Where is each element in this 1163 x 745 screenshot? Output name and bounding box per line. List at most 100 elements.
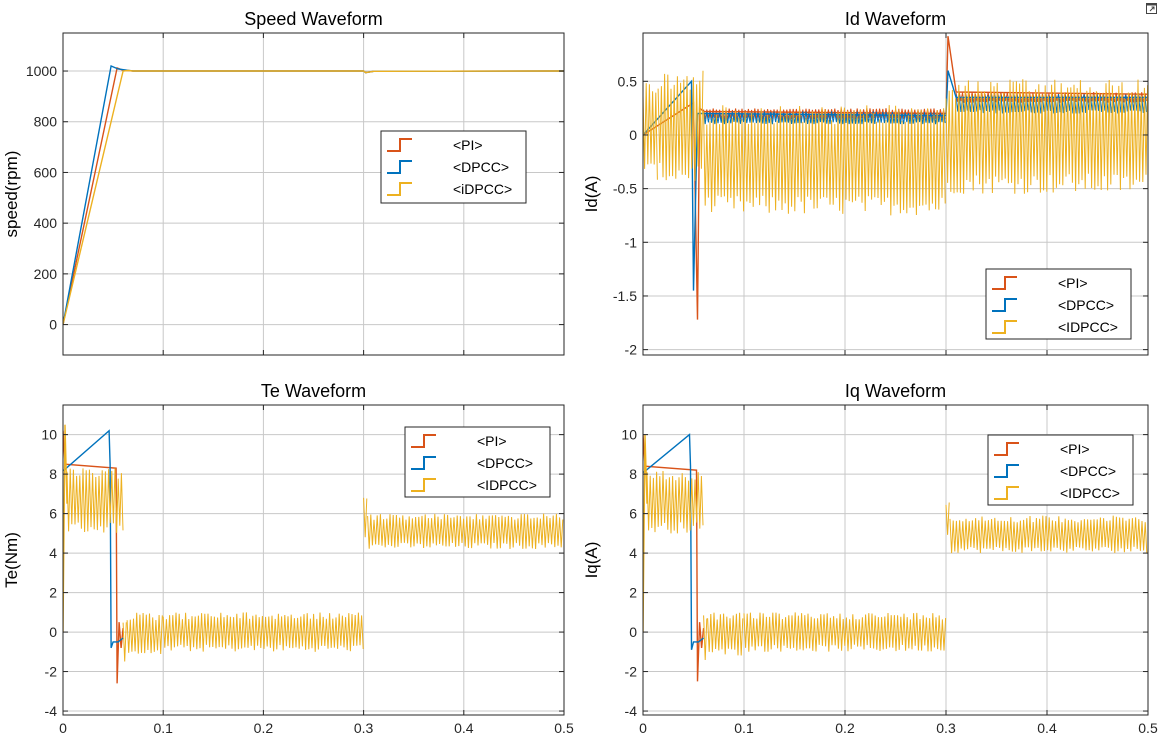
undock-icon[interactable]: [1146, 2, 1158, 14]
y-tick-label: 1000: [26, 63, 57, 79]
legend-label: <PI>: [1060, 441, 1090, 457]
series-dpcc: [63, 429, 124, 649]
legend-label: <DPCC>: [477, 455, 533, 471]
legend-swatch-dpcc: [992, 298, 1017, 312]
axes-box: [642, 32, 1149, 356]
y-tick-label: 4: [49, 545, 57, 561]
y-tick-label: 6: [49, 506, 57, 522]
legend-label: <DPCC>: [453, 159, 509, 175]
series-band: [945, 502, 950, 535]
series-line: [63, 424, 68, 633]
series-group: [643, 433, 1148, 682]
x-tick-label: 0.4: [454, 720, 474, 736]
y-tick-label: -4: [45, 703, 58, 719]
series-line: [63, 69, 564, 325]
y-axis-label: Iq(A): [582, 542, 601, 579]
y-tick-label: 0: [629, 127, 637, 143]
chart-title: Te Waveform: [261, 381, 366, 401]
y-tick-label: -1.5: [613, 288, 637, 304]
y-tick-label: -1: [625, 234, 638, 250]
x-tick-label: 0: [639, 720, 647, 736]
series-idpcc: [63, 69, 564, 325]
series-band: [646, 470, 704, 534]
legend-box: [380, 130, 527, 204]
y-tick-label: -2: [625, 342, 638, 358]
legend-box: [987, 434, 1134, 506]
series-band: [122, 622, 127, 662]
series-group: [63, 424, 564, 684]
y-tick-label: 200: [34, 266, 58, 282]
y-tick-label: 8: [629, 466, 637, 482]
y-tick-label: 0: [49, 317, 57, 333]
legend-label: <IDPCC>: [1058, 319, 1118, 335]
x-tick-label: 0.5: [1138, 720, 1158, 736]
x-tick-label: 0.1: [153, 720, 173, 736]
series-idpcc: [63, 424, 564, 662]
legend-label: <PI>: [453, 137, 483, 153]
legend-label: <DPCC>: [1060, 463, 1116, 479]
x-tick-label: 0.3: [936, 720, 956, 736]
series-band: [703, 105, 946, 216]
legend-label: <DPCC>: [1058, 297, 1114, 313]
y-axis-label: speed(rpm): [2, 151, 21, 238]
series-group: [643, 36, 1148, 320]
legend-swatch-idpcc: [992, 320, 1017, 334]
y-tick-label: -2: [45, 664, 58, 680]
chart-iq: 0 0.1 0.2 0.3 0.4 0.5 -4 -2 0 2 4 6 8 10 Iq Waveform Iq…: [582, 381, 1158, 736]
series-band: [363, 497, 368, 538]
y-tick-label: -2: [625, 664, 638, 680]
x-tick-label: 0: [59, 720, 67, 736]
series-band: [949, 515, 1148, 554]
legend-swatch-pi: [994, 442, 1019, 456]
x-tick-label: 0.5: [554, 720, 574, 736]
legend: <PI> <DPCC> <iDPCC>: [380, 130, 527, 204]
axes-box: [642, 404, 1149, 716]
legend-swatch-pi: [411, 434, 436, 448]
legend-swatch-idpcc: [994, 486, 1019, 500]
legend-label: <iDPCC>: [453, 181, 512, 197]
legend-swatch-dpcc: [387, 160, 412, 174]
y-tick-label: -4: [625, 703, 638, 719]
x-tick-label: 0.4: [1037, 720, 1057, 736]
y-tick-label: 6: [629, 506, 637, 522]
legend-swatch-pi: [992, 276, 1017, 290]
x-tick-label: 0.2: [254, 720, 274, 736]
y-axis-label: Id(A): [582, 176, 601, 213]
series-band: [707, 612, 744, 656]
series-band: [162, 612, 364, 652]
legend: <PI> <DPCC> <IDPCC>: [404, 426, 551, 498]
x-tick-label: 0.2: [835, 720, 855, 736]
chart-title: Speed Waveform: [244, 9, 382, 29]
chart-title: Iq Waveform: [845, 381, 946, 401]
y-tick-label: 10: [621, 427, 637, 443]
legend-label: <PI>: [1058, 275, 1088, 291]
series-band: [743, 612, 947, 652]
y-tick-label: -0.5: [613, 181, 637, 197]
legend-label: <IDPCC>: [477, 477, 537, 493]
x-tick-label: 0.1: [734, 720, 754, 736]
legend-label: <PI>: [477, 433, 507, 449]
series-band: [66, 468, 124, 533]
legend: <PI> <DPCC> <IDPCC>: [987, 434, 1134, 506]
series-line: [63, 429, 124, 649]
legend-swatch-dpcc: [411, 456, 436, 470]
axes-box: [62, 32, 565, 356]
y-tick-label: 0: [49, 624, 57, 640]
x-tick-label: 0.3: [354, 720, 374, 736]
series-band: [703, 111, 946, 125]
series-band: [703, 615, 708, 661]
y-tick-label: 0.5: [618, 73, 638, 89]
series-band: [643, 83, 658, 180]
legend-swatch-pi: [387, 138, 412, 152]
legend-box: [985, 268, 1132, 340]
chart-id: -2 -1.5 -1 -0.5 0 0.5 Id Waveform Id(A) <PI> <DPC…: [582, 9, 1149, 358]
series-band: [657, 70, 704, 181]
y-tick-label: 8: [49, 466, 57, 482]
series-dpcc: [643, 433, 705, 650]
y-tick-label: 0: [629, 624, 637, 640]
series-band: [945, 79, 1148, 194]
chart-speed: 0 200 400 600 800 1000 Speed Waveform speed(rpm…: [2, 9, 565, 356]
legend-label: <IDPCC>: [1060, 485, 1120, 501]
series-group: [63, 65, 564, 325]
